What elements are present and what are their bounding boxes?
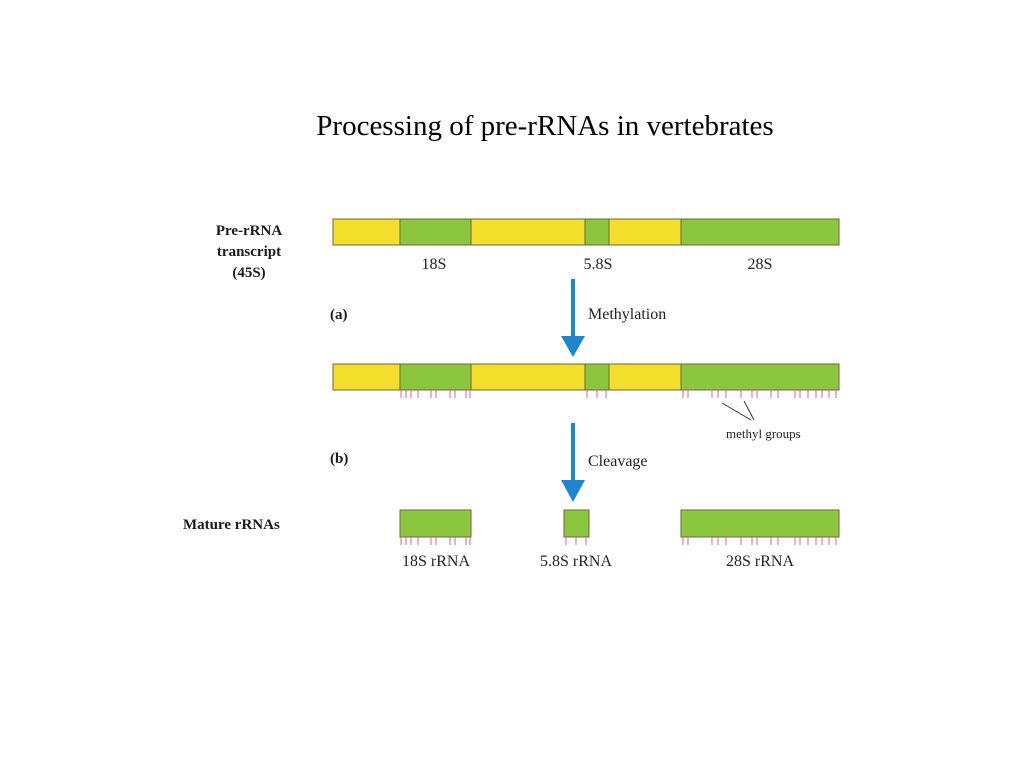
methylation-label: Methylation — [588, 306, 666, 323]
segment-28s — [680, 218, 840, 246]
segment-5-8s — [584, 363, 610, 391]
spacer-its1 — [470, 363, 586, 391]
mature-rrnas — [399, 509, 840, 538]
page-title: Processing of pre-rRNAs in vertebrates — [316, 110, 774, 142]
pre-rrna-transcript — [332, 218, 840, 246]
step-a-label: (a) — [330, 307, 348, 323]
spacer-its2 — [608, 218, 682, 246]
mature-rrnas-label: Mature rRNAs — [183, 517, 280, 533]
segment-18s — [399, 218, 472, 246]
methylation-arrow — [561, 279, 585, 357]
pre-rrna-label-line1: Pre-rRNA — [216, 223, 283, 239]
spacer-its1 — [470, 218, 586, 246]
mature-18s-rrna — [399, 509, 472, 538]
spacer-5prime — [332, 363, 401, 391]
mature-28s-rrna — [680, 509, 840, 538]
methyl-ticks-row2 — [400, 390, 837, 398]
segment-18s — [399, 363, 472, 391]
mature-18s-label: 18S rRNA — [402, 553, 470, 570]
cleavage-arrow — [561, 423, 585, 502]
methyl-groups-label: methyl groups — [726, 426, 801, 441]
methylated-transcript — [332, 363, 840, 391]
pre-rrna-label-line2: transcript — [217, 244, 281, 260]
pre-rrna-label-line3: (45S) — [232, 265, 265, 281]
cleavage-label: Cleavage — [588, 453, 648, 470]
segment-28s — [680, 363, 840, 391]
segment-5-8s — [584, 218, 610, 246]
methyl-ticks-row3 — [400, 537, 837, 545]
label-28s: 28S — [748, 256, 773, 273]
mature-5-8s-label: 5.8S rRNA — [540, 553, 612, 570]
spacer-its2 — [608, 363, 682, 391]
mature-5-8s-rrna — [563, 509, 590, 538]
methyl-groups-pointer — [721, 400, 755, 421]
label-5-8s: 5.8S — [584, 256, 613, 273]
label-18s: 18S — [422, 256, 447, 273]
mature-28s-label: 28S rRNA — [726, 553, 794, 570]
step-b-label: (b) — [330, 451, 348, 467]
spacer-5prime — [332, 218, 401, 246]
